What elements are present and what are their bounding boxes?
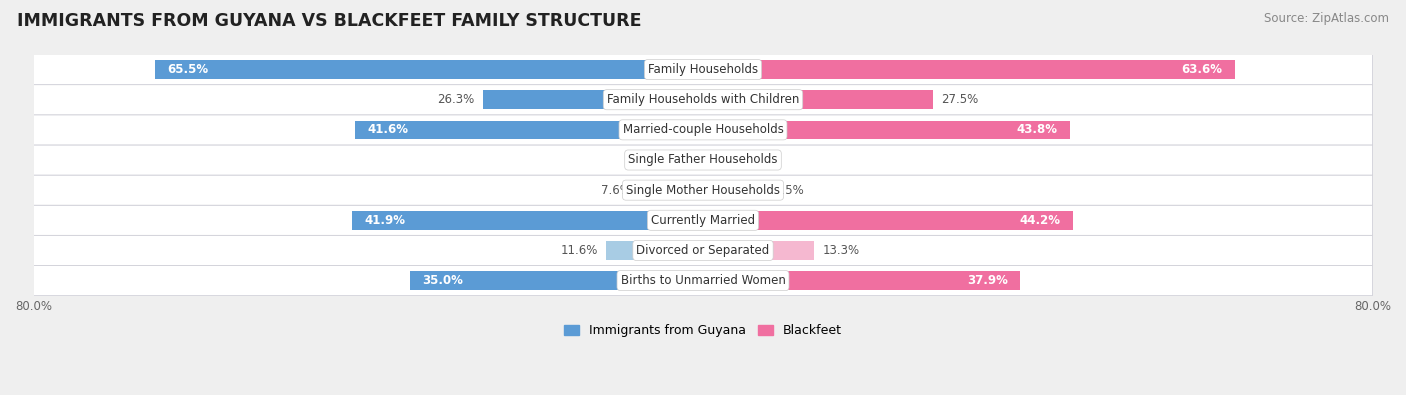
Text: 44.2%: 44.2%: [1019, 214, 1060, 227]
FancyBboxPatch shape: [34, 175, 1372, 205]
Bar: [703, 241, 814, 260]
Text: Currently Married: Currently Married: [651, 214, 755, 227]
Text: 13.3%: 13.3%: [823, 244, 860, 257]
FancyBboxPatch shape: [34, 235, 1372, 265]
Bar: [155, 60, 703, 79]
Bar: [703, 60, 1236, 79]
FancyBboxPatch shape: [34, 55, 1372, 85]
Bar: [354, 120, 703, 139]
Text: 2.1%: 2.1%: [647, 154, 678, 167]
Bar: [703, 181, 766, 199]
Text: IMMIGRANTS FROM GUYANA VS BLACKFEET FAMILY STRUCTURE: IMMIGRANTS FROM GUYANA VS BLACKFEET FAMI…: [17, 12, 641, 30]
Bar: [686, 150, 703, 169]
Bar: [703, 90, 934, 109]
Bar: [353, 211, 703, 229]
Text: 11.6%: 11.6%: [560, 244, 598, 257]
Bar: [411, 271, 703, 290]
Legend: Immigrants from Guyana, Blackfeet: Immigrants from Guyana, Blackfeet: [558, 320, 848, 342]
Text: 2.7%: 2.7%: [734, 154, 763, 167]
Text: Family Households with Children: Family Households with Children: [607, 93, 799, 106]
Text: Married-couple Households: Married-couple Households: [623, 123, 783, 136]
Bar: [703, 120, 1070, 139]
Bar: [703, 211, 1073, 229]
Text: 65.5%: 65.5%: [167, 63, 208, 76]
Text: 43.8%: 43.8%: [1017, 123, 1057, 136]
Text: Single Mother Households: Single Mother Households: [626, 184, 780, 197]
FancyBboxPatch shape: [34, 205, 1372, 235]
Text: Single Father Households: Single Father Households: [628, 154, 778, 167]
Text: 35.0%: 35.0%: [423, 274, 464, 287]
Text: 7.6%: 7.6%: [602, 184, 631, 197]
Text: Births to Unmarried Women: Births to Unmarried Women: [620, 274, 786, 287]
Bar: [703, 271, 1021, 290]
FancyBboxPatch shape: [34, 145, 1372, 175]
FancyBboxPatch shape: [34, 265, 1372, 295]
Text: 37.9%: 37.9%: [967, 274, 1008, 287]
Bar: [703, 150, 725, 169]
Text: 27.5%: 27.5%: [942, 93, 979, 106]
FancyBboxPatch shape: [34, 115, 1372, 145]
Text: 7.5%: 7.5%: [775, 184, 804, 197]
Text: Family Households: Family Households: [648, 63, 758, 76]
Bar: [482, 90, 703, 109]
Text: 26.3%: 26.3%: [437, 93, 475, 106]
Text: Divorced or Separated: Divorced or Separated: [637, 244, 769, 257]
Text: Source: ZipAtlas.com: Source: ZipAtlas.com: [1264, 12, 1389, 25]
FancyBboxPatch shape: [34, 85, 1372, 115]
Bar: [640, 181, 703, 199]
Text: 41.9%: 41.9%: [366, 214, 406, 227]
Bar: [606, 241, 703, 260]
Text: 63.6%: 63.6%: [1181, 63, 1223, 76]
Text: 41.6%: 41.6%: [367, 123, 408, 136]
